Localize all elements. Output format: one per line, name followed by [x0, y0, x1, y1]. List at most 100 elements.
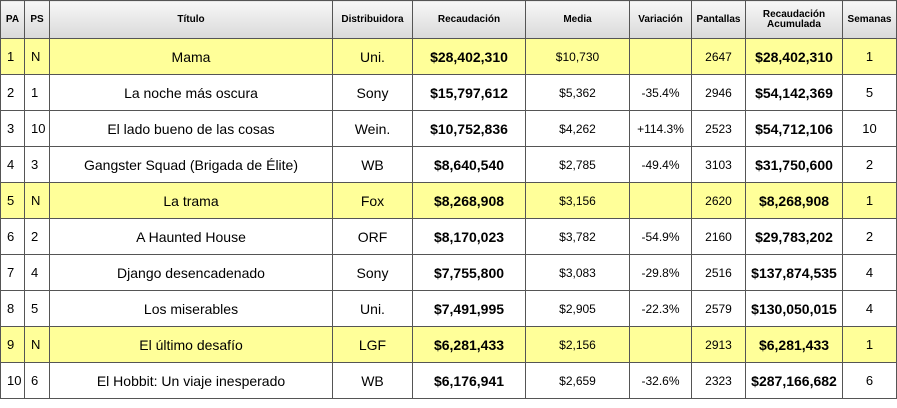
- header-distribuidora[interactable]: Distribuidora: [332, 0, 413, 39]
- cell-distribuidora: Uni.: [332, 38, 413, 75]
- cell-semanas: 4: [842, 290, 897, 327]
- header-ps[interactable]: PS: [24, 0, 50, 39]
- cell-variacion: -32.6%: [629, 362, 692, 399]
- cell-titulo: Los miserables: [49, 290, 333, 327]
- cell-titulo: A Haunted House: [49, 218, 333, 255]
- header-row: PA PS Título Distribuidora Recaudación M…: [0, 0, 897, 39]
- header-acumulada[interactable]: Recaudación Acumulada: [745, 0, 843, 39]
- cell-pantallas: 3103: [691, 146, 746, 183]
- cell-pa: 8: [0, 290, 25, 327]
- cell-distribuidora: Uni.: [332, 290, 413, 327]
- cell-ps: 3: [24, 146, 50, 183]
- header-media[interactable]: Media: [525, 0, 630, 39]
- cell-recaudacion: $15,797,612: [412, 74, 526, 111]
- cell-pantallas: 2647: [691, 38, 746, 75]
- cell-pantallas: 2579: [691, 290, 746, 327]
- cell-acumulada: $8,268,908: [745, 182, 843, 219]
- cell-recaudacion: $8,640,540: [412, 146, 526, 183]
- header-pantallas[interactable]: Pantallas: [691, 0, 746, 39]
- cell-ps: 6: [24, 362, 50, 399]
- cell-variacion: -54.9%: [629, 218, 692, 255]
- cell-ps: 1: [24, 74, 50, 111]
- cell-distribuidora: WB: [332, 146, 413, 183]
- cell-titulo: El último desafío: [49, 326, 333, 363]
- cell-pantallas: 2620: [691, 182, 746, 219]
- cell-media: $2,156: [525, 326, 630, 363]
- cell-recaudacion: $10,752,836: [412, 110, 526, 147]
- cell-distribuidora: ORF: [332, 218, 413, 255]
- cell-titulo: El Hobbit: Un viaje inesperado: [49, 362, 333, 399]
- cell-pa: 10: [0, 362, 25, 399]
- cell-media: $2,659: [525, 362, 630, 399]
- cell-semanas: 1: [842, 182, 897, 219]
- cell-media: $5,362: [525, 74, 630, 111]
- cell-ps: N: [24, 182, 50, 219]
- cell-distribuidora: Fox: [332, 182, 413, 219]
- cell-variacion: [629, 38, 692, 75]
- cell-media: $2,785: [525, 146, 630, 183]
- table-row: 9 N El último desafío LGF $6,281,433 $2,156 29…: [0, 326, 897, 363]
- cell-media: $10,730: [525, 38, 630, 75]
- cell-recaudacion: $8,268,908: [412, 182, 526, 219]
- cell-pantallas: 2913: [691, 326, 746, 363]
- cell-pantallas: 2523: [691, 110, 746, 147]
- cell-ps: 4: [24, 254, 50, 291]
- cell-variacion: [629, 326, 692, 363]
- cell-pa: 1: [0, 38, 25, 75]
- cell-variacion: +114.3%: [629, 110, 692, 147]
- cell-variacion: [629, 182, 692, 219]
- cell-ps: 5: [24, 290, 50, 327]
- cell-recaudacion: $7,491,995: [412, 290, 526, 327]
- cell-semanas: 6: [842, 362, 897, 399]
- cell-ps: N: [24, 326, 50, 363]
- cell-semanas: 5: [842, 74, 897, 111]
- cell-ps: 2: [24, 218, 50, 255]
- header-variacion[interactable]: Variación: [629, 0, 692, 39]
- table-row: 2 1 La noche más oscura Sony $15,797,612 $5,3…: [0, 74, 897, 111]
- cell-recaudacion: $7,755,800: [412, 254, 526, 291]
- cell-distribuidora: LGF: [332, 326, 413, 363]
- header-semanas[interactable]: Semanas: [842, 0, 897, 39]
- cell-media: $3,083: [525, 254, 630, 291]
- cell-acumulada: $54,142,369: [745, 74, 843, 111]
- cell-acumulada: $6,281,433: [745, 326, 843, 363]
- cell-pa: 7: [0, 254, 25, 291]
- table-row: 7 4 Django desencadenado Sony $7,755,800 $3,0…: [0, 254, 897, 291]
- cell-variacion: -22.3%: [629, 290, 692, 327]
- cell-semanas: 2: [842, 218, 897, 255]
- cell-acumulada: $287,166,682: [745, 362, 843, 399]
- cell-ps: 10: [24, 110, 50, 147]
- header-recaudacion[interactable]: Recaudación: [412, 0, 526, 39]
- cell-titulo: Django desencadenado: [49, 254, 333, 291]
- cell-variacion: -49.4%: [629, 146, 692, 183]
- cell-titulo: Mama: [49, 38, 333, 75]
- box-office-table: PA PS Título Distribuidora Recaudación M…: [0, 0, 897, 399]
- table-row: 5 N La trama Fox $8,268,908 $3,156 2620 $8,268,…: [0, 182, 897, 219]
- cell-recaudacion: $8,170,023: [412, 218, 526, 255]
- cell-variacion: -35.4%: [629, 74, 692, 111]
- cell-titulo: El lado bueno de las cosas: [49, 110, 333, 147]
- table-body: 1 N Mama Uni. $28,402,310 $10,730 2647 $28,402,…: [0, 38, 897, 399]
- header-titulo[interactable]: Título: [49, 0, 333, 39]
- cell-acumulada: $54,712,106: [745, 110, 843, 147]
- cell-semanas: 1: [842, 326, 897, 363]
- cell-pantallas: 2160: [691, 218, 746, 255]
- cell-distribuidora: Sony: [332, 74, 413, 111]
- cell-pantallas: 2323: [691, 362, 746, 399]
- header-pa[interactable]: PA: [0, 0, 25, 39]
- cell-titulo: La noche más oscura: [49, 74, 333, 111]
- cell-pa: 6: [0, 218, 25, 255]
- table-row: 1 N Mama Uni. $28,402,310 $10,730 2647 $28,402,…: [0, 38, 897, 75]
- cell-titulo: La trama: [49, 182, 333, 219]
- cell-acumulada: $31,750,600: [745, 146, 843, 183]
- cell-pa: 3: [0, 110, 25, 147]
- table-row: 10 6 El Hobbit: Un viaje inesperado WB $6,17…: [0, 362, 897, 399]
- cell-acumulada: $28,402,310: [745, 38, 843, 75]
- cell-pa: 9: [0, 326, 25, 363]
- cell-recaudacion: $6,176,941: [412, 362, 526, 399]
- cell-media: $3,782: [525, 218, 630, 255]
- cell-pa: 4: [0, 146, 25, 183]
- cell-variacion: -29.8%: [629, 254, 692, 291]
- cell-distribuidora: WB: [332, 362, 413, 399]
